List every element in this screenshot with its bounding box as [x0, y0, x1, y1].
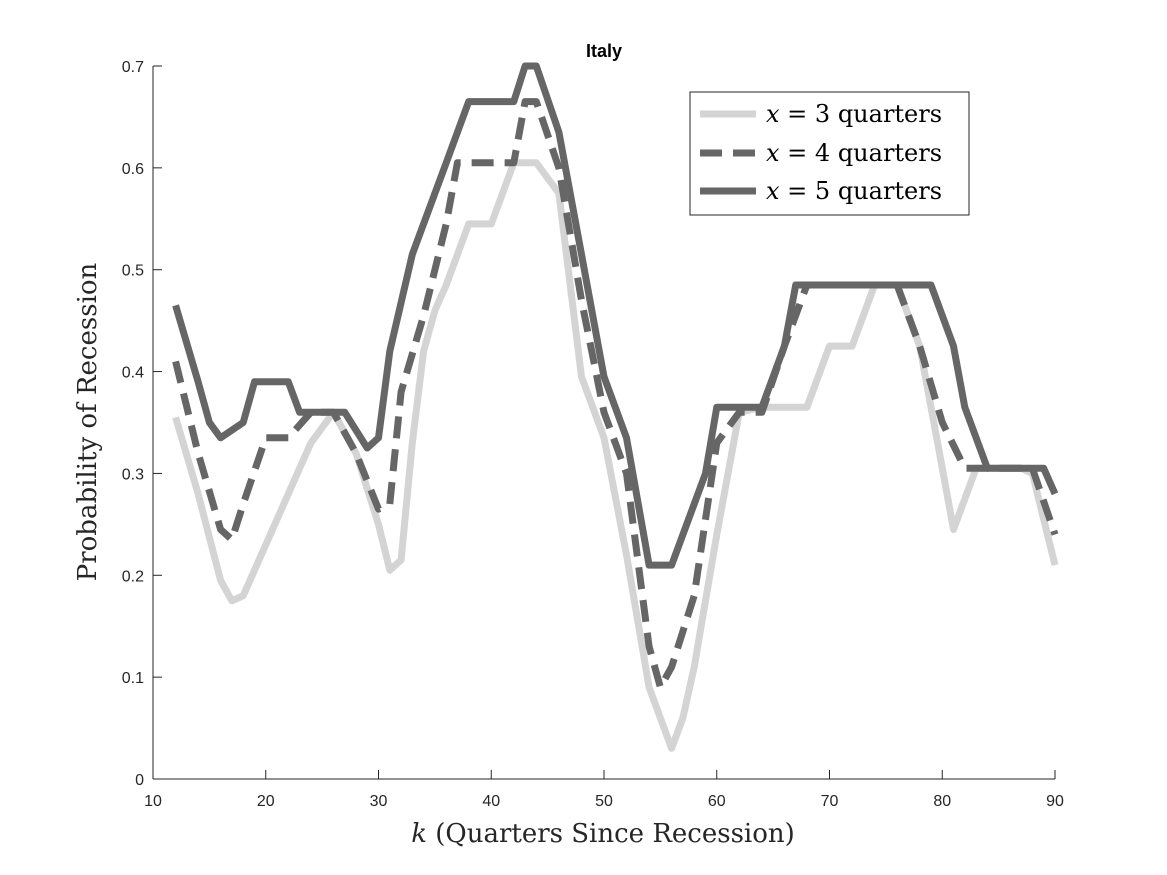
x-axis-label-text: (Quarters Since Recession) — [427, 819, 795, 849]
chart-title: Italy — [586, 41, 622, 61]
x-tick-label: 80 — [933, 793, 951, 810]
legend-var-x4: x — [766, 139, 780, 167]
x-tick-label: 30 — [370, 793, 388, 810]
x-axis-label-var: k — [411, 819, 427, 849]
y-axis-label: Probability of Recession — [73, 262, 103, 581]
y-tick-label: 0.6 — [122, 161, 144, 178]
legend-label-x5: x = 5 quarters — [766, 177, 942, 205]
legend-label-x3: x = 3 quarters — [766, 100, 942, 128]
y-tick-label: 0.5 — [122, 263, 144, 280]
y-tick-label: 0 — [135, 772, 144, 789]
x-tick-label: 60 — [708, 793, 726, 810]
x-tick-label: 50 — [595, 793, 613, 810]
legend-eq-x5: = 5 quarters — [780, 177, 943, 205]
x-tick-label: 40 — [482, 793, 500, 810]
legend-label-x4: x = 4 quarters — [766, 139, 942, 167]
y-tick-label: 0.2 — [122, 568, 144, 585]
legend-var-x5: x — [766, 177, 780, 205]
y-tick-label: 0.1 — [122, 670, 144, 687]
series-line-5q — [172, 62, 1059, 569]
legend: x = 3 quarters x = 4 quarters x = 5 quar… — [689, 91, 970, 216]
y-tick-label: 0.3 — [122, 466, 144, 483]
series-layer — [172, 62, 1059, 752]
legend-eq-x3: = 3 quarters — [780, 100, 943, 128]
axes-layer: 10 20 30 40 50 60 70 80 90 0 0.1 0.2 0.3 0.4 0.5 0.6 0.7 — [122, 59, 1064, 810]
x-tick-label: 70 — [821, 793, 839, 810]
x-tick-label: 10 — [144, 793, 162, 810]
x-tick-label: 20 — [257, 793, 275, 810]
x-tick-label: 90 — [1046, 793, 1064, 810]
legend-var-x3: x — [766, 100, 780, 128]
x-axis-label: k (Quarters Since Recession) — [411, 819, 795, 849]
legend-eq-x4: = 4 quarters — [780, 139, 943, 167]
y-tick-label: 0.7 — [122, 59, 144, 76]
y-tick-label: 0.4 — [122, 365, 144, 382]
